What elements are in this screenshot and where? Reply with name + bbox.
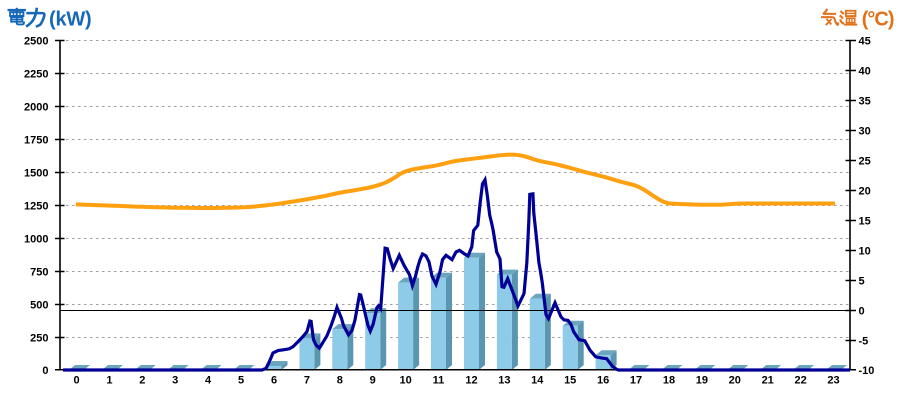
svg-text:0: 0 bbox=[859, 305, 865, 317]
svg-text:1250: 1250 bbox=[24, 200, 48, 212]
svg-text:40: 40 bbox=[859, 65, 871, 77]
svg-text:-10: -10 bbox=[859, 365, 875, 377]
svg-text:25: 25 bbox=[859, 155, 871, 167]
svg-text:(°C): (°C) bbox=[862, 8, 894, 30]
svg-text:10: 10 bbox=[399, 374, 411, 386]
svg-text:14: 14 bbox=[531, 374, 544, 386]
svg-text:500: 500 bbox=[30, 299, 48, 311]
svg-text:1500: 1500 bbox=[24, 167, 48, 179]
svg-text:0: 0 bbox=[42, 365, 48, 377]
svg-text:5: 5 bbox=[859, 275, 865, 287]
svg-text:23: 23 bbox=[827, 374, 839, 386]
svg-text:2250: 2250 bbox=[24, 68, 48, 80]
svg-text:45: 45 bbox=[859, 35, 871, 47]
svg-text:2000: 2000 bbox=[24, 101, 48, 113]
svg-text:15: 15 bbox=[859, 215, 871, 227]
svg-text:13: 13 bbox=[498, 374, 510, 386]
svg-text:22: 22 bbox=[794, 374, 806, 386]
svg-text:35: 35 bbox=[859, 95, 871, 107]
svg-text:18: 18 bbox=[663, 374, 675, 386]
svg-text:1750: 1750 bbox=[24, 134, 48, 146]
svg-text:2500: 2500 bbox=[24, 35, 48, 47]
svg-text:10: 10 bbox=[859, 245, 871, 257]
svg-text:12: 12 bbox=[465, 374, 477, 386]
svg-text:8: 8 bbox=[337, 374, 343, 386]
svg-text:21: 21 bbox=[762, 374, 774, 386]
svg-text:1000: 1000 bbox=[24, 233, 48, 245]
svg-text:3: 3 bbox=[172, 374, 178, 386]
svg-text:19: 19 bbox=[696, 374, 708, 386]
svg-text:5: 5 bbox=[238, 374, 244, 386]
svg-text:11: 11 bbox=[433, 374, 445, 386]
svg-text:0: 0 bbox=[73, 374, 79, 386]
svg-text:30: 30 bbox=[859, 125, 871, 137]
svg-text:17: 17 bbox=[630, 374, 642, 386]
svg-text:16: 16 bbox=[597, 374, 609, 386]
svg-text:4: 4 bbox=[205, 374, 212, 386]
svg-text:750: 750 bbox=[30, 266, 48, 278]
svg-text:2: 2 bbox=[139, 374, 145, 386]
svg-text:(kW): (kW) bbox=[49, 8, 92, 30]
svg-text:250: 250 bbox=[30, 332, 48, 344]
svg-text:6: 6 bbox=[271, 374, 277, 386]
svg-text:7: 7 bbox=[304, 374, 310, 386]
svg-text:15: 15 bbox=[564, 374, 576, 386]
svg-text:1: 1 bbox=[106, 374, 112, 386]
svg-text:9: 9 bbox=[370, 374, 376, 386]
svg-text:20: 20 bbox=[859, 185, 871, 197]
svg-text:20: 20 bbox=[729, 374, 741, 386]
svg-text:-5: -5 bbox=[859, 335, 869, 347]
